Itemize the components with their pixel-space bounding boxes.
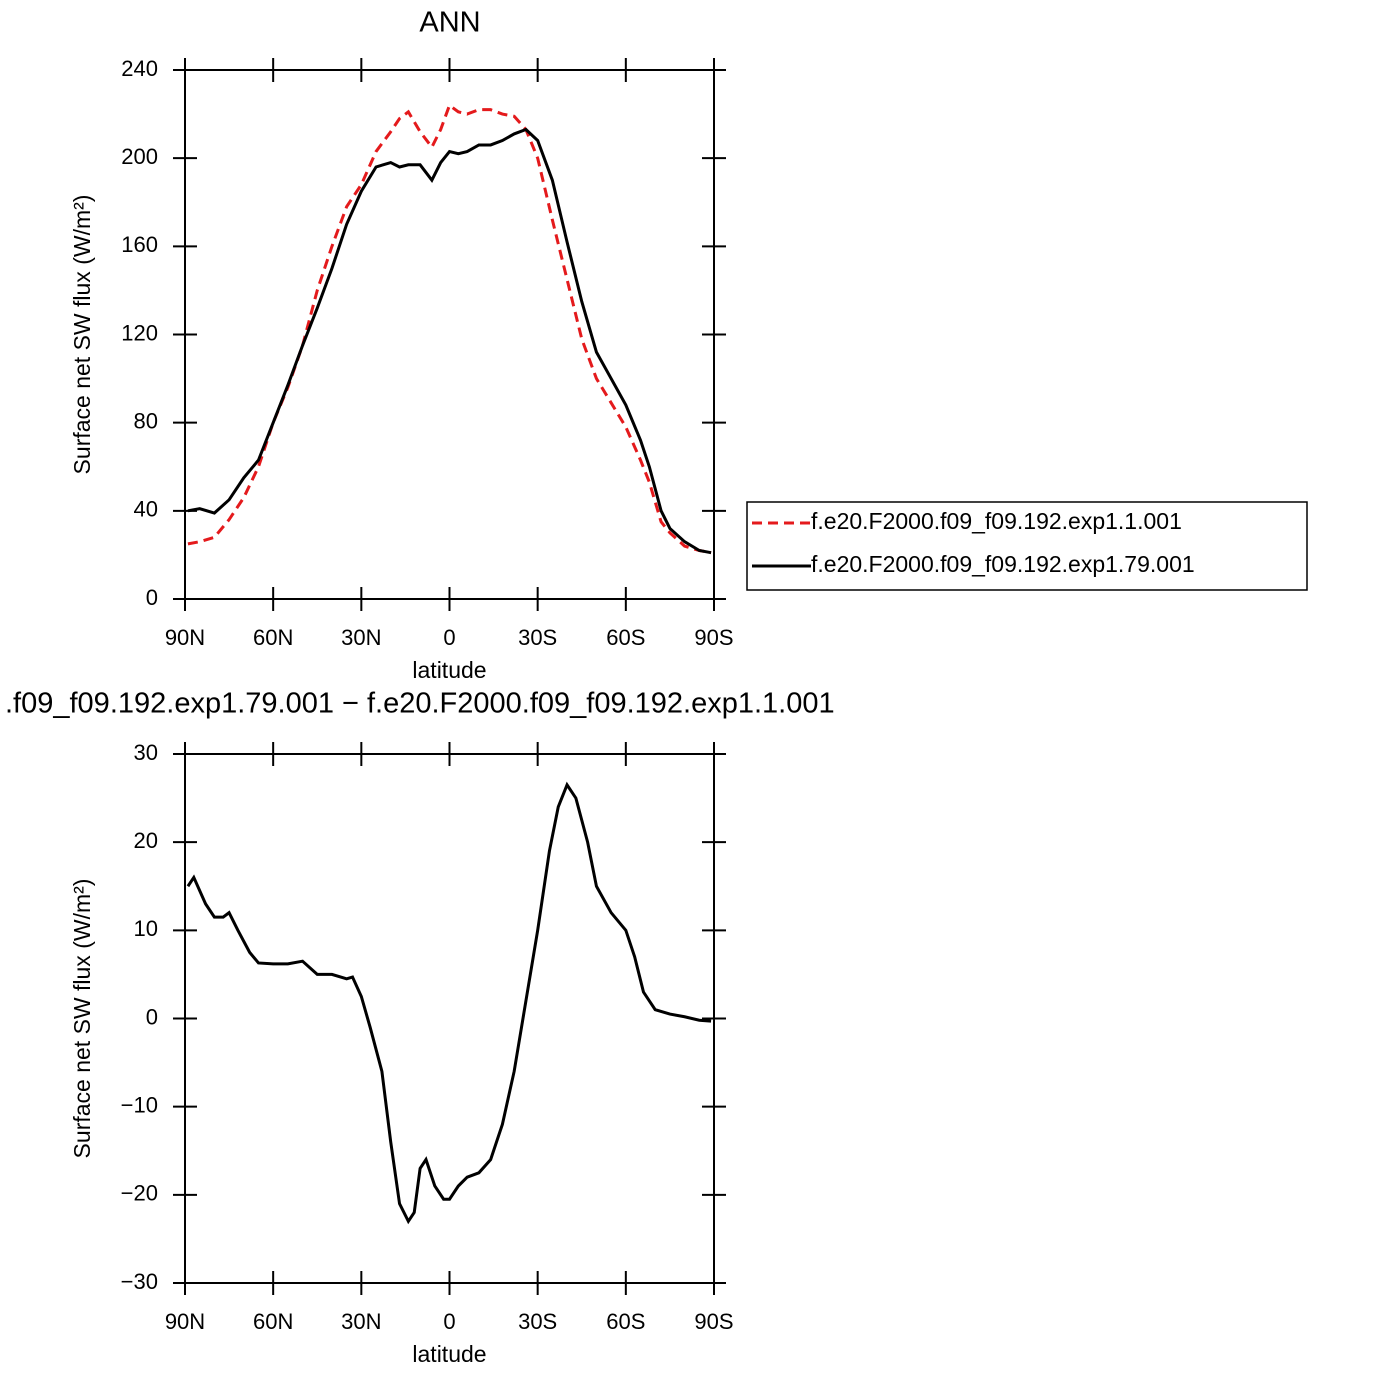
y-tick-label: 120 bbox=[121, 320, 158, 345]
x-tick-label: 90N bbox=[165, 1309, 205, 1334]
y-tick-label: −30 bbox=[121, 1269, 158, 1294]
y-axis-label: Surface net SW flux (W/m²) bbox=[69, 879, 95, 1159]
series-line bbox=[187, 127, 712, 555]
legend-label: f.e20.F2000.f09_f09.192.exp1.79.001 bbox=[811, 551, 1195, 577]
y-tick-label: −20 bbox=[121, 1181, 158, 1206]
y-tick-label: 0 bbox=[146, 585, 158, 610]
plot-frame bbox=[184, 69, 715, 600]
plot-frame bbox=[184, 753, 715, 1284]
x-tick-label: 0 bbox=[443, 625, 455, 650]
x-tick-label: 60N bbox=[253, 1309, 293, 1334]
y-tick-label: 80 bbox=[134, 408, 158, 433]
y-tick-label: 160 bbox=[121, 232, 158, 257]
chart-title: ANN bbox=[419, 7, 480, 39]
x-tick-label: 30S bbox=[518, 1309, 557, 1334]
x-tick-label: 0 bbox=[443, 1309, 455, 1334]
series-line bbox=[186, 781, 712, 1225]
x-tick-label: 30N bbox=[341, 625, 381, 650]
y-tick-label: 240 bbox=[121, 56, 158, 81]
x-tick-label: 30N bbox=[341, 1309, 381, 1334]
series-line bbox=[187, 102, 712, 555]
x-tick-label: 90S bbox=[694, 1309, 733, 1334]
x-tick-label: 60S bbox=[606, 1309, 645, 1334]
x-tick-label: 90N bbox=[165, 625, 205, 650]
x-tick-label: 90S bbox=[694, 625, 733, 650]
x-tick-label: 60N bbox=[253, 625, 293, 650]
y-tick-label: 30 bbox=[134, 740, 158, 765]
y-tick-label: 20 bbox=[134, 828, 158, 853]
y-tick-label: 10 bbox=[134, 916, 158, 941]
y-axis-label: Surface net SW flux (W/m²) bbox=[69, 195, 95, 475]
y-tick-label: 40 bbox=[134, 497, 158, 522]
y-tick-label: 200 bbox=[121, 144, 158, 169]
x-tick-label: 60S bbox=[606, 625, 645, 650]
legend-label: f.e20.F2000.f09_f09.192.exp1.1.001 bbox=[811, 508, 1182, 534]
chart-title: .f09_f09.192.exp1.79.001 − f.e20.F2000.f… bbox=[5, 688, 835, 720]
y-tick-label: 0 bbox=[146, 1004, 158, 1029]
x-axis-label: latitude bbox=[412, 1341, 486, 1367]
x-axis-label: latitude bbox=[412, 657, 486, 683]
x-tick-label: 30S bbox=[518, 625, 557, 650]
legend-box bbox=[746, 501, 1308, 591]
y-tick-label: −10 bbox=[121, 1092, 158, 1117]
